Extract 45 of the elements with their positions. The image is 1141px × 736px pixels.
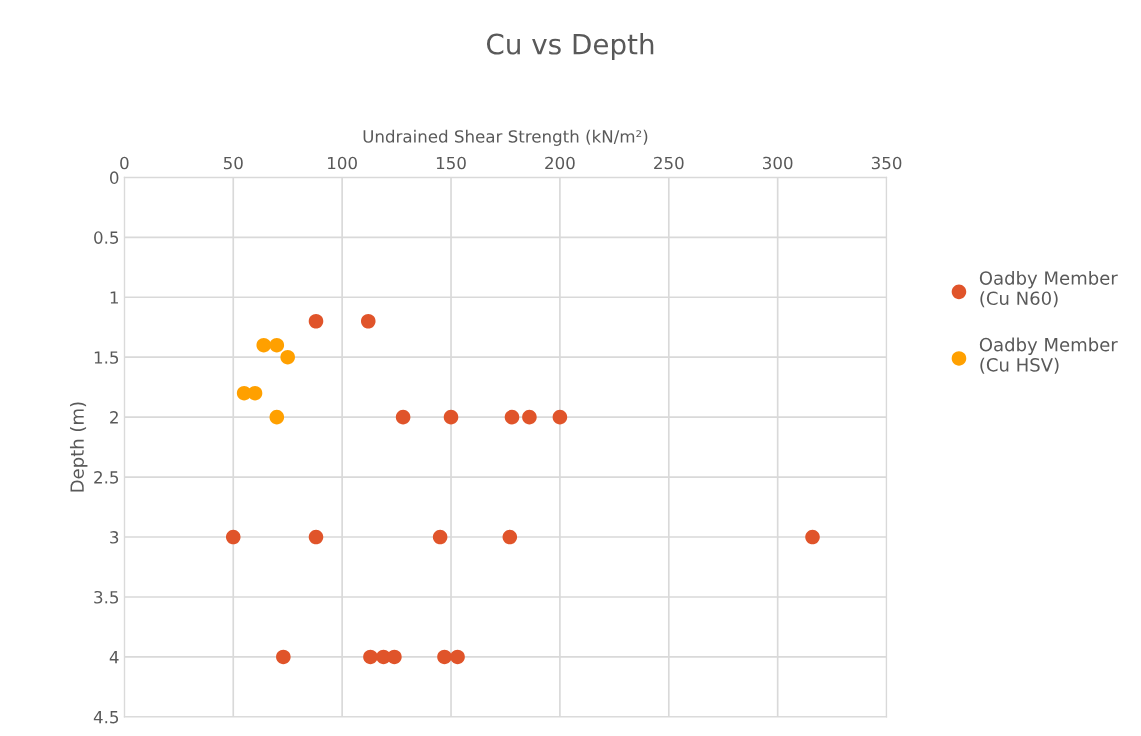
legend-label: Oadby Member (Cu HSV) <box>979 337 1118 374</box>
y-tick-label: 2.5 <box>94 471 119 484</box>
y-tick-label: 2 <box>110 411 118 424</box>
y-tick-label: 0 <box>110 171 119 184</box>
point <box>269 409 285 425</box>
point <box>225 529 241 545</box>
point <box>363 649 378 665</box>
chart-title: Cu vs Depth <box>486 33 654 60</box>
point <box>450 649 465 665</box>
point <box>269 337 285 353</box>
point <box>276 649 291 665</box>
y-tick-label: 1 <box>110 291 118 304</box>
x-axis-title: Undrained Shear Strength (kN/m²) <box>363 129 648 146</box>
point <box>280 349 295 365</box>
point <box>308 529 324 545</box>
point <box>522 409 537 425</box>
point <box>395 409 411 425</box>
y-tick-label: 1.5 <box>94 351 119 364</box>
x-tick-label: 50 <box>223 156 243 170</box>
point <box>502 529 518 545</box>
x-tick-label: 0 <box>120 156 129 170</box>
point <box>552 409 568 425</box>
point <box>360 313 376 329</box>
x-tick-label: 200 <box>545 156 575 170</box>
y-tick-label: 3 <box>110 531 119 544</box>
point <box>805 529 820 545</box>
x-tick-label: 350 <box>871 156 902 170</box>
x-tick-label: 150 <box>436 156 466 170</box>
point <box>443 409 459 425</box>
legend-label: Oadby Member (Cu N60) <box>979 270 1118 308</box>
point <box>432 529 448 545</box>
point <box>504 409 520 425</box>
x-tick-label: 100 <box>328 156 357 170</box>
x-tick-label: 300 <box>763 156 793 170</box>
y-tick-label: 4 <box>109 651 119 664</box>
point <box>256 337 272 353</box>
y-axis-title: Depth (m) <box>69 402 88 492</box>
y-tick-label: 4.5 <box>93 711 119 724</box>
y-tick-label: 0.5 <box>94 231 119 244</box>
y-tick-label: 3.5 <box>94 590 119 604</box>
point <box>437 649 452 665</box>
point <box>387 649 402 665</box>
x-tick-label: 250 <box>654 156 684 170</box>
point <box>247 385 263 401</box>
point <box>308 313 324 329</box>
